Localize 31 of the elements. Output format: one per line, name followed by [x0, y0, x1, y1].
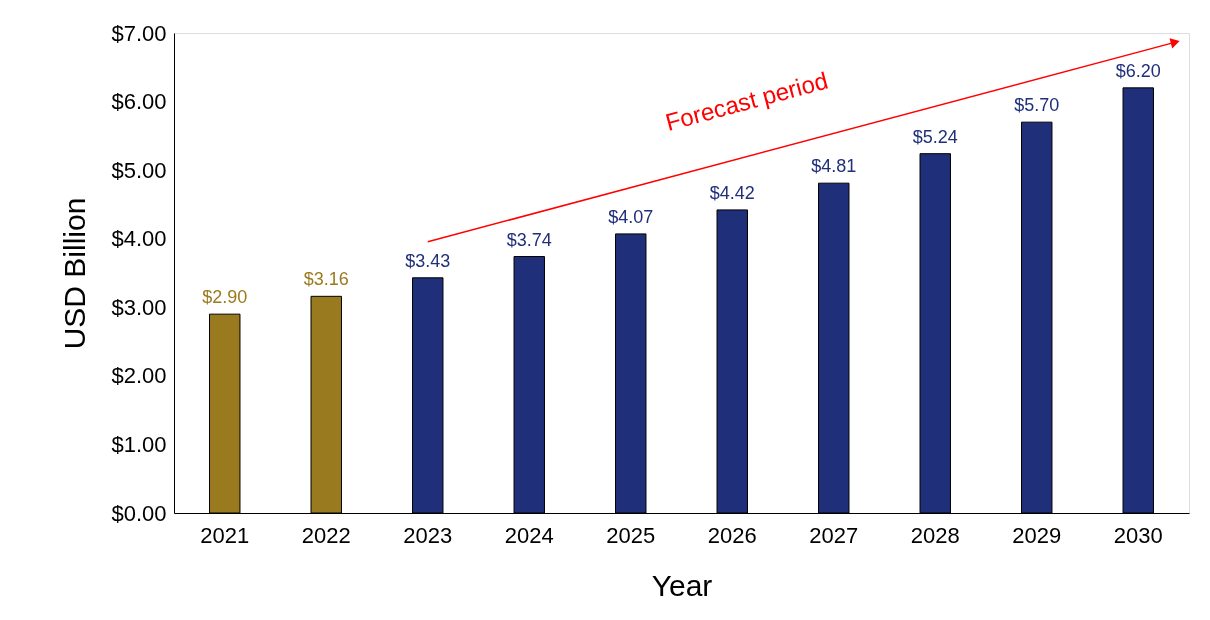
data-label: $3.16 — [303, 269, 349, 290]
data-label: $3.74 — [506, 229, 552, 250]
x-tick-label: 2025 — [606, 522, 656, 548]
data-label: $6.20 — [1115, 60, 1161, 81]
x-tick-label: 2021 — [200, 522, 250, 548]
y-tick-label: $0.00 — [111, 500, 167, 526]
x-tick-label: 2022 — [301, 522, 351, 548]
y-axis-title: USD Billion — [58, 197, 92, 350]
y-tick-label: $2.00 — [111, 363, 167, 389]
y-tick-label: $6.00 — [111, 89, 167, 115]
x-tick-label: 2027 — [809, 522, 859, 548]
y-tick-label: $7.00 — [111, 20, 167, 46]
data-label: $5.70 — [1014, 95, 1060, 116]
data-label: $5.24 — [912, 126, 958, 147]
y-tick-label: $3.00 — [111, 294, 167, 320]
x-tick-label: 2030 — [1113, 522, 1163, 548]
x-axis-title: Year — [651, 568, 713, 602]
x-tick-label: 2023 — [403, 522, 453, 548]
x-tick-label: 2024 — [504, 522, 554, 548]
y-tick-label: $4.00 — [111, 226, 167, 252]
data-label: $4.42 — [709, 182, 755, 203]
data-label: $4.81 — [811, 156, 857, 177]
data-label: $4.07 — [608, 206, 654, 227]
data-label: $2.90 — [202, 287, 248, 308]
annotation: Forecast period — [662, 66, 831, 136]
data-label: $3.43 — [405, 250, 451, 271]
y-tick-label: $5.00 — [111, 157, 167, 183]
x-tick-label: 2028 — [910, 522, 960, 548]
y-tick-label: $1.00 — [111, 431, 167, 457]
x-tick-label: 2029 — [1012, 522, 1062, 548]
x-tick-label: 2026 — [707, 522, 757, 548]
